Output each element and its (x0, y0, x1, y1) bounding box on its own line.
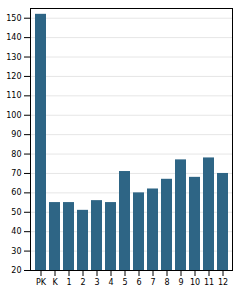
svg-text:20: 20 (11, 266, 21, 275)
svg-text:90: 90 (11, 130, 21, 139)
svg-text:4: 4 (108, 278, 113, 287)
svg-text:2: 2 (80, 278, 85, 287)
svg-text:11: 11 (204, 278, 214, 287)
svg-text:K: K (52, 278, 58, 287)
svg-text:10: 10 (190, 278, 200, 287)
svg-text:130: 130 (6, 53, 21, 62)
svg-text:120: 120 (6, 72, 21, 81)
svg-text:40: 40 (11, 227, 21, 236)
svg-text:50: 50 (11, 208, 21, 217)
svg-text:80: 80 (11, 150, 21, 159)
svg-text:5: 5 (122, 278, 127, 287)
svg-text:60: 60 (11, 188, 21, 197)
svg-text:6: 6 (136, 278, 141, 287)
svg-text:70: 70 (11, 169, 21, 178)
svg-text:110: 110 (6, 91, 21, 100)
svg-text:150: 150 (6, 14, 21, 23)
svg-text:100: 100 (6, 111, 21, 120)
svg-text:PK: PK (36, 278, 47, 287)
svg-text:140: 140 (6, 33, 21, 42)
svg-text:30: 30 (11, 247, 21, 256)
svg-text:8: 8 (164, 278, 169, 287)
svg-text:1: 1 (66, 278, 71, 287)
svg-text:7: 7 (150, 278, 155, 287)
svg-text:12: 12 (218, 278, 228, 287)
svg-text:9: 9 (178, 278, 183, 287)
svg-text:3: 3 (94, 278, 99, 287)
